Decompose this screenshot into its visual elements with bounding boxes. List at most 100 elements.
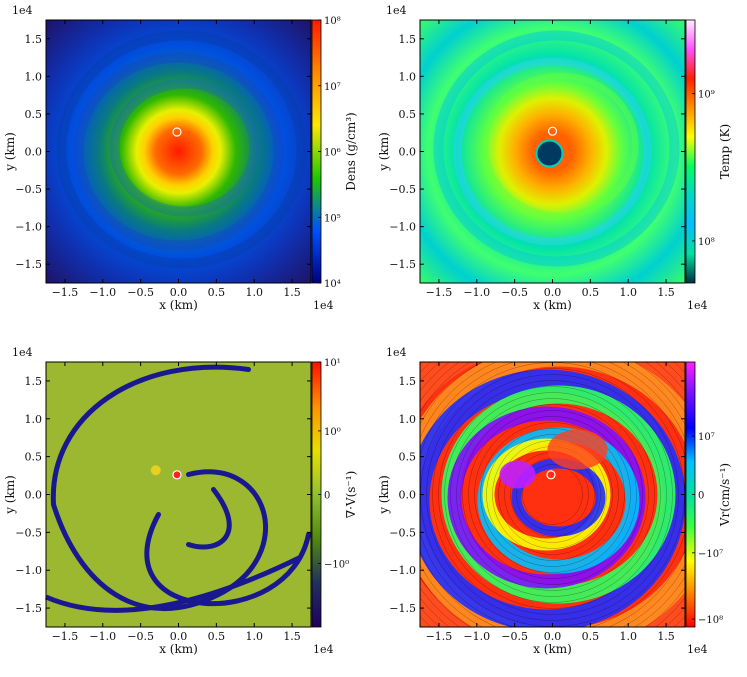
velocity-lobe [499,460,536,489]
temperature-band [482,72,639,219]
x-scale-note: 1e4 [687,643,708,656]
colorbar-tick-label: 10¹ [324,358,341,369]
y-tick-label: 0.5 [25,451,43,464]
x-tick-label: −1.0 [463,286,490,299]
y-tick-label: −0.5 [15,526,42,539]
density-field [46,20,311,283]
colorbar-tick-label: 10⁶ [324,148,341,159]
shock-arm [45,554,303,613]
y-tick-label: −0.5 [15,183,42,196]
y-tick-label: −1.5 [15,602,42,615]
x-tick-label: 1.0 [245,630,263,643]
y-scale-note: 1e4 [12,4,33,17]
x-axis-label: x (km) [533,298,572,312]
streamline [474,416,631,573]
y-axis-label: y (km) [3,475,17,515]
streamline [486,428,619,561]
y-tick-label: 1.0 [399,413,417,426]
x-tick-label: 0.0 [170,630,188,643]
companion-marker [172,470,182,480]
streamline [432,374,673,615]
density-chart: −1.5 −1.0 −0.5 0.0 0.5 1.0 1.5 1.5 1.0 0.5 0.0 −0.5… [3,4,358,312]
streamline [480,422,625,567]
hot-spot [150,465,161,476]
x-tick-label: 1.0 [245,286,263,299]
colorbar-tick-label: 10⁸ [698,237,715,248]
streamline [462,404,643,585]
x-tick-label: 0.0 [544,630,562,643]
y-tick-label: −1.0 [389,221,416,234]
x-tick-label: −1.5 [426,286,453,299]
y-tick-label: 1.5 [399,33,417,46]
y-axis-label: y (km) [377,475,391,515]
shock-arm [50,364,251,507]
x-tick-label: 0.5 [582,286,600,299]
shock-arm [186,487,232,550]
y-tick-label: −1.5 [389,258,416,271]
y-tick-label: 1.5 [25,375,43,388]
colorbar-tick-label: 0 [698,491,704,502]
colorbar-tick-label: −10⁷ [698,549,723,560]
x-scale-note: 1e4 [687,299,708,312]
companion-marker [546,470,556,480]
y-axis-label: y (km) [377,132,391,172]
radial-velocity-chart: −1.5 −1.0 −0.5 0.0 0.5 1.0 1.5 1.5 1.0 0.5 0.0 −0.5… [377,346,732,656]
x-tick-label: −1.5 [426,630,453,643]
x-tick-label: 0.0 [544,286,562,299]
temperature-panel: −1.5 −1.0 −0.5 0.0 0.5 1.0 1.5 1.5 1.0 0.5 0.0 −0.5… [374,0,747,320]
divergence-panel: −1.5 −1.0 −0.5 0.0 0.5 1.0 1.5 1.5 1.0 0.5 0.0 −0.5… [0,342,373,673]
colorbar-tick-label: 10⁹ [698,90,715,101]
x-tick-label: −0.5 [127,630,154,643]
x-tick-label: 1.0 [619,630,637,643]
colorbar-label: Vr(cm/s⁻¹) [718,463,732,527]
x-scale-note: 1e4 [313,643,334,656]
colorbar-label: Dens (g/cm³) [344,112,358,190]
colorbar [685,19,696,284]
streamline [522,464,583,525]
y-tick-label: 0.5 [399,108,417,121]
streamline [492,434,613,555]
velocity-lobe [547,429,608,470]
x-axis-label: x (km) [159,642,198,656]
temperature-band [433,30,680,267]
streamline [444,386,661,603]
divergence-chart: −1.5 −1.0 −0.5 0.0 0.5 1.0 1.5 1.5 1.0 0.5 0.0 −0.5… [3,346,358,656]
colorbar-label: ∇·V(s⁻¹) [344,471,358,519]
streamline [456,398,649,591]
radial-velocity-panel: −1.5 −1.0 −0.5 0.0 0.5 1.0 1.5 1.5 1.0 0.5 0.0 −0.5… [374,342,747,673]
x-tick-label: −1.5 [52,286,79,299]
y-tick-label: 1.0 [399,70,417,83]
y-tick-label: 1.0 [25,70,43,83]
y-tick-label: −1.0 [389,564,416,577]
y-scale-note: 1e4 [386,346,407,359]
x-tick-label: 0.0 [170,286,188,299]
x-axis-label: x (km) [159,298,198,312]
colorbar-tick-label: 10⁸ [324,16,341,27]
companion-marker [172,127,182,137]
x-tick-label: −1.5 [52,630,79,643]
companion-marker [547,126,558,136]
colorbar-tick-label: 10⁷ [698,432,715,443]
x-tick-label: 1.0 [619,286,637,299]
colorbar-tick-label: 10⁵ [324,213,341,224]
density-band [73,52,284,251]
density-band [56,30,307,269]
x-tick-label: −0.5 [501,286,528,299]
density-band [109,78,260,217]
temperature-band [453,57,652,246]
y-tick-label: −0.5 [389,183,416,196]
x-tick-label: 1.5 [283,630,301,643]
shock-arm [144,512,311,607]
colorbar-tick-label: 10⁴ [324,279,341,290]
y-tick-label: −0.5 [389,526,416,539]
y-tick-label: 0.0 [399,146,417,159]
temperature-chart: −1.5 −1.0 −0.5 0.0 0.5 1.0 1.5 1.5 1.0 0.5 0.0 −0.5… [377,4,732,312]
y-tick-label: 0.5 [25,108,43,121]
density-panel: −1.5 −1.0 −0.5 0.0 0.5 1.0 1.5 1.5 1.0 0.5 0.0 −0.5… [0,0,373,320]
y-scale-note: 1e4 [386,4,407,17]
velocity-spiral [420,362,685,627]
streamline [426,368,679,621]
colorbar-tick-label: 10⁰ [324,427,341,438]
x-tick-label: 1.5 [283,286,301,299]
x-axis-label: x (km) [533,642,572,656]
